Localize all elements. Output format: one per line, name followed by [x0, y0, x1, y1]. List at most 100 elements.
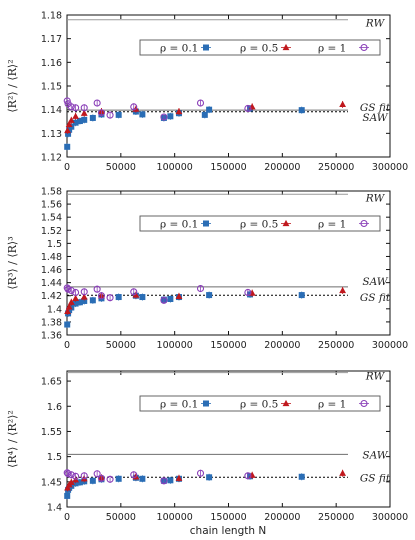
series-3 [63, 469, 252, 485]
x-tick-label: 150000 [210, 162, 246, 173]
data-point [63, 469, 71, 477]
x-tick-label: 150000 [210, 512, 246, 523]
data-point [130, 103, 138, 111]
data-point [64, 492, 71, 499]
legend-label: ρ = 1 [318, 218, 346, 230]
x-tick-label: 150000 [210, 340, 246, 351]
x-tick-label: 250000 [318, 340, 354, 351]
legend: ρ = 0.1 ρ = 0.5 ρ = 1 [139, 39, 381, 56]
data-point [206, 292, 213, 299]
data-point [244, 288, 252, 297]
data-point [80, 104, 88, 112]
y-tick-label: 1.46 [41, 265, 62, 276]
x-tick-label: 300000 [372, 162, 408, 173]
legend: ρ = 0.1 ρ = 0.5 ρ = 1 [139, 215, 381, 232]
data-point [93, 470, 101, 478]
series-3 [63, 97, 252, 121]
data-point [167, 296, 174, 302]
series-2 [64, 469, 347, 492]
legend-marker [282, 43, 290, 51]
data-point [67, 471, 75, 479]
data-point [76, 479, 83, 486]
legend-label: ρ = 0.5 [240, 398, 278, 410]
legend-marker [203, 400, 209, 407]
y-tick-label: 1.42 [41, 291, 62, 302]
data-point [115, 475, 122, 482]
data-point [130, 288, 138, 296]
legend-label: ρ = 1 [318, 398, 346, 410]
y-tick-label: 1.15 [41, 82, 62, 93]
y-tick-label: 1.55 [41, 427, 62, 438]
data-point [89, 477, 96, 484]
reference-label-rw: RW [365, 18, 386, 30]
y-tick-label: 1.38 [41, 317, 62, 328]
x-tick-label: 50000 [106, 162, 136, 173]
y-tick-label: 1.44 [41, 278, 62, 289]
data-point [89, 114, 96, 121]
data-point [206, 474, 213, 481]
data-point [244, 104, 252, 113]
plot-frame [66, 190, 391, 336]
data-point [298, 473, 305, 480]
data-point [175, 474, 183, 481]
x-tick-label: 200000 [264, 162, 300, 173]
data-point [67, 103, 75, 111]
data-point [93, 285, 101, 293]
legend-label: ρ = 0.5 [240, 218, 278, 230]
y-tick-label: 1.5 [47, 239, 62, 250]
data-point [93, 99, 101, 107]
chart-panel-1: 0 50000 100000 150000 200000 250000 300000 1.12… [6, 11, 408, 174]
chart-panel-3: 0 50000 100000 150000 200000 250000 300000 1.4 1… [6, 370, 408, 523]
data-point [67, 286, 75, 295]
legend-marker [282, 399, 290, 407]
data-point [160, 296, 168, 304]
data-point [244, 472, 252, 480]
data-point [97, 474, 106, 482]
data-point [167, 477, 174, 484]
data-point [339, 100, 347, 108]
x-tick-label: 100000 [157, 162, 193, 173]
data-point [65, 120, 73, 127]
legend-label: ρ = 0.5 [240, 42, 278, 54]
data-point [81, 297, 88, 304]
legend-marker [203, 220, 209, 227]
y-tick-label: 1.18 [41, 11, 62, 22]
legend-marker [203, 44, 209, 51]
plot-frame [66, 370, 391, 508]
data-point [80, 109, 88, 116]
data-point [72, 112, 80, 119]
data-point [67, 478, 75, 485]
data-point [72, 472, 80, 480]
data-point [80, 472, 88, 480]
y-tick-label: 1.65 [41, 377, 62, 388]
data-point [66, 126, 73, 133]
legend-marker [360, 43, 368, 52]
reference-label-saw: SAW [362, 449, 388, 461]
x-tick-label: 250000 [318, 162, 354, 173]
legend-label: ρ = 0.1 [160, 218, 198, 230]
data-point [339, 469, 347, 476]
data-point [64, 126, 71, 134]
y-axis-label: ⟨R⁴⟩ / ⟨R²⟩² [6, 410, 19, 468]
reference-label-rw: RW [365, 371, 386, 383]
data-point [196, 469, 205, 477]
x-tick-label: 250000 [318, 512, 354, 523]
legend-label: ρ = 0.1 [160, 398, 198, 410]
reference-label-gs: GS fit [360, 102, 391, 114]
data-point [175, 292, 183, 299]
data-point [80, 288, 88, 296]
data-point [64, 143, 71, 150]
y-tick-label: 1.17 [41, 34, 62, 45]
data-point [72, 104, 80, 112]
reference-label-rw: RW [365, 192, 386, 204]
x-tick-label: 200000 [264, 340, 300, 351]
data-point [196, 99, 205, 107]
y-tick-label: 1.58 [41, 187, 62, 198]
data-point [72, 300, 79, 307]
data-point [139, 294, 146, 301]
data-point [160, 477, 168, 485]
data-point [298, 107, 305, 114]
data-point [106, 111, 114, 119]
y-tick-label: 1.13 [41, 129, 62, 140]
